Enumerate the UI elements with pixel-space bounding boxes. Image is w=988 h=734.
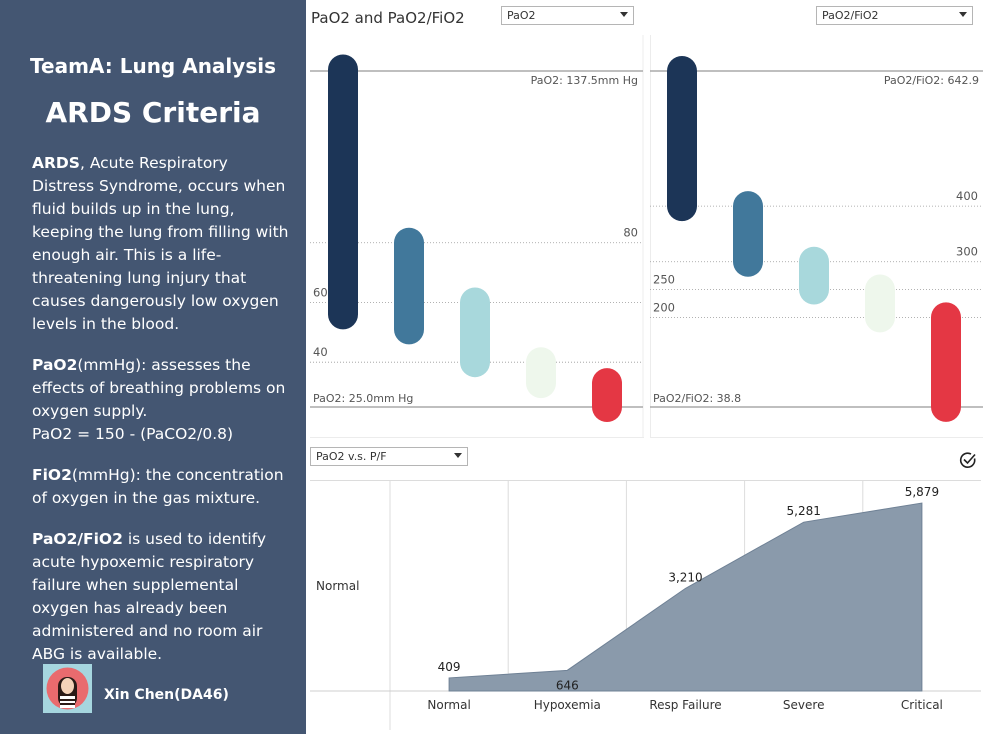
reference-label: 40 [313,345,328,359]
data-label: 5,879 [905,485,939,499]
pao2-term: PaO2 [32,356,78,374]
ards-paragraph: ARDS, Acute Respiratory Distress Syndrom… [32,152,294,336]
pf-paragraph: PaO2/FiO2 is used to identify acute hypo… [32,528,294,666]
data-label: 409 [438,660,461,674]
category-label: Hypoxemia [534,698,601,712]
reference-label: 400 [956,189,978,203]
category-label: Resp Failure [649,698,721,712]
pf-text: is used to identify acute hypoxemic resp… [32,530,267,663]
sidebar: TeamA: Lung Analysis ARDS Criteria ARDS,… [0,0,306,734]
min-label: PaO2/FiO2: 38.8 [653,392,741,405]
chevron-down-icon [454,453,462,458]
range-bar[interactable] [460,287,490,378]
range-bar[interactable] [394,227,424,345]
check-circle-icon[interactable] [958,450,978,470]
data-label: 646 [556,678,579,692]
range-bar[interactable] [865,274,895,333]
comparison-select[interactable]: PaO2 v.s. P/F [310,447,468,466]
area-series[interactable] [448,502,923,692]
range-bar[interactable] [328,54,358,330]
ards-text: , Acute Respiratory Distress Syndrome, o… [32,154,289,333]
data-label: 3,210 [668,570,702,584]
range-bar[interactable] [799,246,829,305]
ards-criteria-title: ARDS Criteria [45,96,261,129]
reference-label: 300 [956,245,978,259]
row-label: Normal [316,579,359,593]
data-label: 5,281 [787,504,821,518]
chevron-down-icon [959,12,967,17]
range-bar[interactable] [667,55,697,222]
fio2-paragraph: FiO2(mmHg): the concentration of oxygen … [32,464,294,510]
comparison-select-value: PaO2 v.s. P/F [316,450,387,463]
ards-term: ARDS [32,154,80,172]
person-avatar-icon [43,664,92,713]
category-label: Critical [901,698,943,712]
description: ARDS, Acute Respiratory Distress Syndrom… [32,152,294,684]
pf-select-value: PaO2/FiO2 [822,9,879,22]
pao2-select[interactable]: PaO2 [501,6,634,25]
fio2-text: (mmHg): the concentration of oxygen in t… [32,466,284,507]
min-label: PaO2: 25.0mm Hg [313,392,413,405]
reference-label: 200 [653,300,675,314]
range-bar[interactable] [931,302,961,422]
max-label: PaO2/FiO2: 642.9 [884,74,979,87]
pf-term: PaO2/FiO2 [32,530,123,548]
range-bar[interactable] [733,191,763,277]
pao2-paragraph: PaO2(mmHg): assesses the effects of brea… [32,354,294,446]
reference-label: 80 [623,226,638,240]
pf-select[interactable]: PaO2/FiO2 [816,6,973,25]
chevron-down-icon [620,12,628,17]
pao2-range-chart: PaO2: 137.5mm Hg PaO2: 25.0mm Hg 80 60 40 [310,35,644,438]
reference-label: 250 [653,273,675,287]
category-label: Severe [783,698,825,712]
range-bar[interactable] [592,368,622,422]
fio2-term: FiO2 [32,466,72,484]
pao2-vs-pf-area-chart: Normal 409 Normal 646 Hypoxemia 3,210 Resp Fai… [310,480,981,730]
panel-title: PaO2 and PaO2/FiO2 [311,9,465,27]
author-name: Xin Chen(DA46) [104,687,229,703]
pao2-text: (mmHg): assesses the effects of breathin… [32,356,286,420]
max-label: PaO2: 137.5mm Hg [531,74,638,87]
team-title: TeamA: Lung Analysis [30,54,276,78]
category-label: Normal [427,698,470,712]
range-bar[interactable] [526,347,556,399]
reference-label: 60 [313,285,328,299]
pf-range-chart: PaO2/FiO2: 642.9 PaO2/FiO2: 38.8 400 300 250… [650,35,983,438]
pao2-formula: PaO2 = 150 - (PaCO2/0.8) [32,425,234,443]
pao2-select-value: PaO2 [507,9,536,22]
